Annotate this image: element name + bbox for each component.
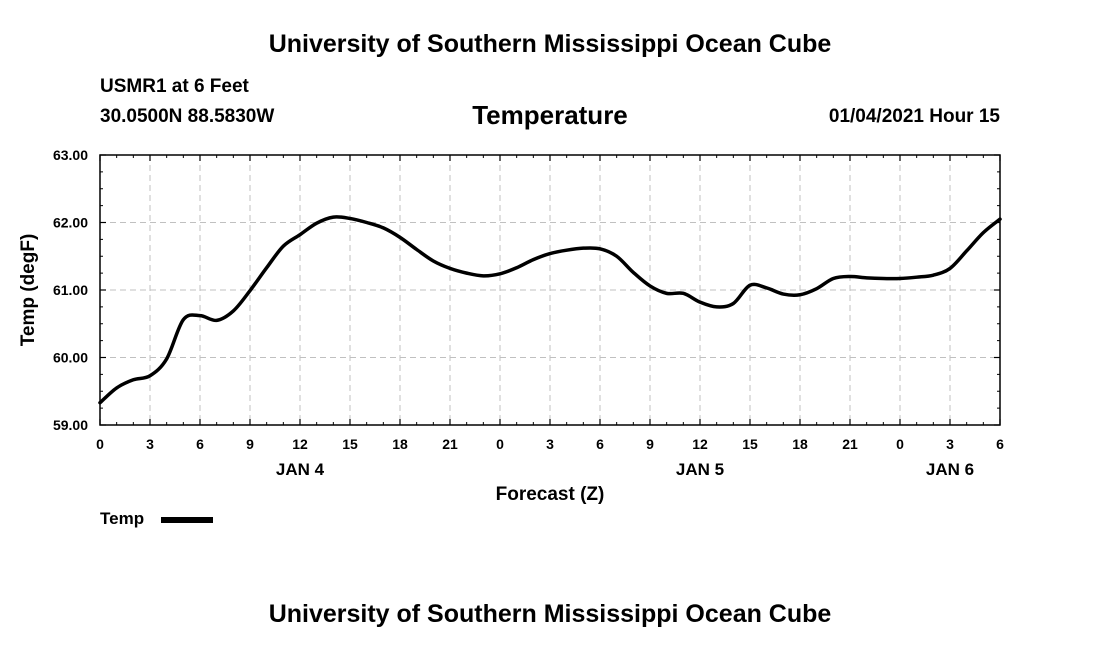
x-tick-labels: 0 3 6 9 12 15 18 21 0 3 6 9 12 15 18 21 0 3 6 <box>96 436 1004 452</box>
date-label: JAN 5 <box>676 460 724 479</box>
forecast-timestamp: 01/04/2021 Hour 15 <box>828 106 1000 127</box>
y-tick-label: 61.00 <box>53 282 88 298</box>
x-tick-label: 15 <box>342 436 358 452</box>
temp-series-line <box>98 215 1002 405</box>
y-tick-label: 59.00 <box>53 417 88 433</box>
x-tick-label: 12 <box>692 436 708 452</box>
legend-swatch-temp <box>161 517 213 523</box>
x-tick-label: 0 <box>896 436 904 452</box>
date-label: JAN 6 <box>926 460 974 479</box>
legend-label-temp: Temp <box>100 509 145 528</box>
x-tick-label: 18 <box>392 436 408 452</box>
station-coordinates: 30.0500N 88.5830W <box>100 106 275 127</box>
bottom-title: University of Southern Mississippi Ocean… <box>268 600 832 628</box>
y-tick-label: 60.00 <box>53 350 88 366</box>
axis-ticks <box>99 154 1001 426</box>
x-tick-label: 18 <box>792 436 808 452</box>
x-tick-label: 3 <box>546 436 554 452</box>
y-tick-label: 63.00 <box>53 147 88 163</box>
x-tick-label: 3 <box>146 436 154 452</box>
y-tick-label: 62.00 <box>53 215 88 231</box>
x-tick-label: 6 <box>996 436 1004 452</box>
x-tick-label: 21 <box>842 436 858 452</box>
x-tick-label: 6 <box>596 436 604 452</box>
date-labels: JAN 4 JAN 5 JAN 6 <box>276 460 974 479</box>
x-tick-label: 0 <box>96 436 104 452</box>
x-axis-label: Forecast (Z) <box>496 484 605 505</box>
date-label: JAN 4 <box>276 460 325 479</box>
x-tick-label: 6 <box>196 436 204 452</box>
x-tick-label: 9 <box>246 436 254 452</box>
station-label: USMR1 at 6 Feet <box>100 76 249 97</box>
x-tick-label: 15 <box>742 436 758 452</box>
x-tick-label: 3 <box>946 436 954 452</box>
chart-title: Temperature <box>472 100 628 130</box>
y-axis-label: Temp (degF) <box>18 234 39 347</box>
x-tick-label: 12 <box>292 436 308 452</box>
x-tick-label: 0 <box>496 436 504 452</box>
grid <box>100 155 1000 425</box>
x-tick-label: 9 <box>646 436 654 452</box>
y-tick-labels: 59.00 60.00 61.00 62.00 63.00 <box>53 147 88 433</box>
top-title: University of Southern Mississippi Ocean… <box>268 30 832 58</box>
x-tick-label: 21 <box>442 436 458 452</box>
